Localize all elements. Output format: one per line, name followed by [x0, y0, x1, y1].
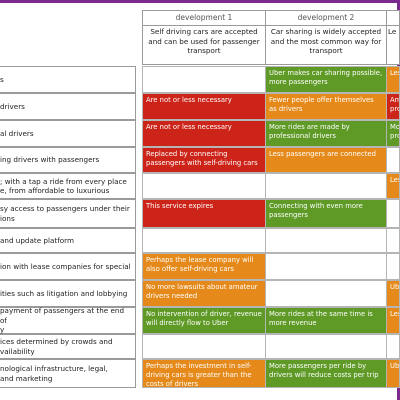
- row-label: ities such as litigation and lobbying: [0, 280, 136, 307]
- row-label: ion with lease companies for special: [0, 253, 136, 280]
- cell-dev2: [265, 280, 387, 307]
- column-description: Car sharing is widely accepted and the m…: [270, 27, 382, 55]
- cell-dev1: Are not or less necessary: [142, 93, 266, 120]
- column-number: [387, 11, 399, 26]
- cell-dev2: [265, 228, 387, 253]
- column-description: Le: [388, 27, 397, 36]
- cell-dev2: More rides at the same time is more reve…: [265, 307, 387, 334]
- cell-dev1: Are not or less necessary: [142, 120, 266, 147]
- row-label: al drivers: [0, 120, 136, 147]
- cell-dev3: Ube: [386, 280, 400, 307]
- row-label: ices determined by crowds and vailabilit…: [0, 334, 136, 359]
- cell-dev2: More rides are made by professional driv…: [265, 120, 387, 147]
- cell-dev3: Les: [386, 307, 400, 334]
- cell-dev2: More passengers per ride by drivers will…: [265, 359, 387, 388]
- row-label: ; with a tap a ride from every place e, …: [0, 173, 136, 199]
- cell-dev2: Fewer people offer themselves as drivers: [265, 93, 387, 120]
- cell-dev2: [265, 334, 387, 359]
- cell-dev2: Less passengers are connected: [265, 147, 387, 173]
- row-label: nological infrastructure, legal, and mar…: [0, 359, 136, 388]
- cell-dev1: This service expires: [142, 199, 266, 228]
- cell-dev3: [386, 199, 400, 228]
- column-header-development-1: development 1 Self driving cars are acce…: [142, 10, 266, 65]
- column-header-development-3: Le: [386, 10, 400, 65]
- row-label: and update platform: [0, 228, 136, 253]
- cell-dev3: [386, 253, 400, 280]
- top-frame-border: [0, 0, 400, 3]
- cell-dev1: No intervention of driver, revenue will …: [142, 307, 266, 334]
- cell-dev1: Replaced by connecting passengers with s…: [142, 147, 266, 173]
- cell-dev1: [142, 334, 266, 359]
- cell-dev1: No more lawsuits about amateur drivers n…: [142, 280, 266, 307]
- row-label: drivers: [0, 93, 136, 120]
- row-label: ing drivers with passengers: [0, 147, 136, 173]
- row-label: sy access to passengers under their ions: [0, 199, 136, 228]
- column-number: development 1: [143, 11, 265, 26]
- cell-dev2: Uber makes car sharing possible, more pa…: [265, 66, 387, 93]
- column-header-development-2: development 2 Car sharing is widely acce…: [265, 10, 387, 65]
- cell-dev1: Perhaps the investment in self-driving c…: [142, 359, 266, 388]
- cell-dev3: [386, 147, 400, 173]
- cell-dev3: Les: [386, 173, 400, 199]
- cell-dev3: Less: [386, 66, 400, 93]
- cell-dev1: [142, 173, 266, 199]
- cell-dev3: Ube: [386, 359, 400, 388]
- cell-dev1: Perhaps the lease company will also offe…: [142, 253, 266, 280]
- column-number: development 2: [266, 11, 386, 26]
- cell-dev2: Connecting with even more passengers: [265, 199, 387, 228]
- cell-dev1: [142, 228, 266, 253]
- row-label: s: [0, 66, 136, 93]
- cell-dev3: [386, 334, 400, 359]
- cell-dev3: Am pro: [386, 93, 400, 120]
- cell-dev1: [142, 66, 266, 93]
- column-description: Self driving cars are accepted and can b…: [148, 27, 260, 55]
- row-label: payment of passengers at the end of y: [0, 306, 136, 334]
- cell-dev2: [265, 253, 387, 280]
- cell-dev2: [265, 173, 387, 199]
- cell-dev3: [386, 228, 400, 253]
- cell-dev3: Mo pro: [386, 120, 400, 147]
